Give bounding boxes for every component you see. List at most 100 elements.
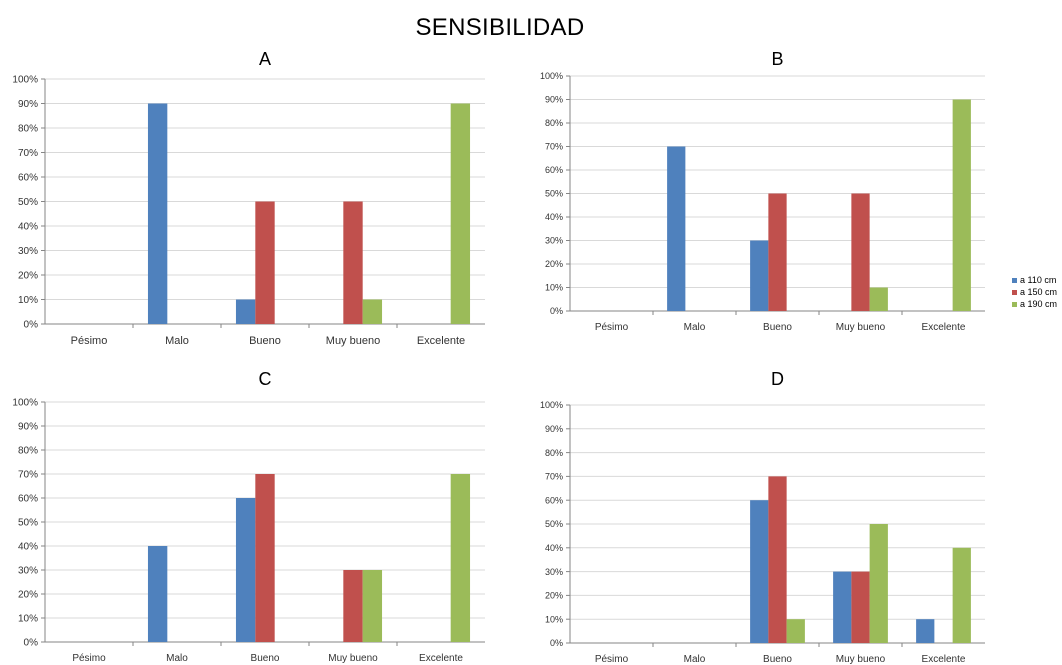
bar-a-150-cm-muy-bueno xyxy=(851,193,870,311)
x-tick-label: Excelente xyxy=(922,654,966,665)
bar-a-110-cm-malo xyxy=(147,103,168,324)
bar-a-190-cm-excelente xyxy=(450,103,471,324)
legend-item-a190: a 190 cm xyxy=(1012,299,1057,310)
x-tick-label: Muy bueno xyxy=(326,335,380,347)
y-tick-label: 50% xyxy=(545,189,563,199)
y-tick-label: 0% xyxy=(24,320,39,331)
y-tick-label: 80% xyxy=(18,124,38,135)
y-tick-label: 40% xyxy=(545,543,563,553)
y-tick-label: 80% xyxy=(545,118,563,128)
y-tick-label: 20% xyxy=(18,590,38,601)
y-tick-label: 90% xyxy=(18,99,38,110)
y-tick-label: 0% xyxy=(550,638,563,648)
y-tick-label: 70% xyxy=(18,148,38,159)
x-tick-label: Muy bueno xyxy=(836,322,886,333)
y-tick-label: 40% xyxy=(18,542,38,553)
bar-a-110-cm-bueno xyxy=(235,498,256,642)
y-tick-label: 90% xyxy=(545,95,563,105)
bar-a-150-cm-bueno xyxy=(768,193,787,311)
bar-a-150-cm-muy-bueno xyxy=(343,201,363,324)
y-tick-label: 30% xyxy=(545,236,563,246)
y-tick-label: 50% xyxy=(18,518,38,529)
bar-a-190-cm-excelente xyxy=(450,474,471,642)
legend-swatch-a190 xyxy=(1012,302,1017,307)
legend: a 110 cm a 150 cm a 190 cm xyxy=(1012,275,1057,311)
bar-a-190-cm-muy-bueno xyxy=(869,524,888,643)
legend-item-a110: a 110 cm xyxy=(1012,275,1057,286)
y-tick-label: 50% xyxy=(18,197,38,208)
bar-a-190-cm-muy-bueno xyxy=(362,299,383,324)
bar-a-150-cm-bueno xyxy=(768,476,787,643)
y-tick-label: 30% xyxy=(545,567,563,577)
y-tick-label: 40% xyxy=(545,212,563,222)
y-tick-label: 90% xyxy=(545,424,563,434)
bar-a-190-cm-excelente xyxy=(952,99,971,311)
y-tick-label: 100% xyxy=(540,71,563,81)
bar-a-110-cm-bueno xyxy=(750,500,769,643)
x-tick-label: Pésimo xyxy=(595,654,629,665)
bar-a-150-cm-bueno xyxy=(255,201,275,324)
x-tick-label: Pésimo xyxy=(72,653,106,664)
y-tick-label: 10% xyxy=(545,283,563,293)
chart-title: A xyxy=(259,49,271,69)
chart-title: B xyxy=(771,49,783,69)
x-tick-label: Excelente xyxy=(419,653,463,664)
x-tick-label: Malo xyxy=(684,654,706,665)
x-tick-label: Malo xyxy=(165,335,189,347)
bar-a-110-cm-excelente xyxy=(916,619,935,643)
x-tick-label: Muy bueno xyxy=(328,653,378,664)
chart-b: B 0% 10% 20% 30% 40% 50% 60% 70% 80% 90% 100% Pésimo… xyxy=(540,49,985,333)
y-tick-label: 60% xyxy=(18,173,38,184)
legend-swatch-a150 xyxy=(1012,290,1017,295)
y-tick-label: 20% xyxy=(18,271,38,282)
legend-label-a150: a 150 cm xyxy=(1020,287,1058,297)
x-tick-label: Excelente xyxy=(922,322,966,333)
chart-title: C xyxy=(259,369,272,389)
x-tick-label: Malo xyxy=(166,653,188,664)
x-tick-label: Pésimo xyxy=(595,322,629,333)
y-tick-label: 70% xyxy=(545,472,563,482)
y-tick-label: 70% xyxy=(18,470,38,481)
bar-a-110-cm-malo xyxy=(667,146,686,311)
chart-c: C 0% 10% 20% 30% 40% 50% 60% 70% 80% 90% 100% Pésimo… xyxy=(12,369,485,664)
y-tick-label: 60% xyxy=(545,495,563,505)
x-tick-label: Bueno xyxy=(251,653,280,664)
bar-a-110-cm-malo xyxy=(147,546,168,642)
chart-d: D 0% 10% 20% 30% 40% 50% 60% 70% 80% 90% 100% Pésimo… xyxy=(540,369,985,665)
y-tick-label: 100% xyxy=(12,75,38,86)
legend-label-a110: a 110 cm xyxy=(1020,275,1057,285)
y-tick-label: 50% xyxy=(545,519,563,529)
chart-title: D xyxy=(771,369,784,389)
bar-a-190-cm-muy-bueno xyxy=(362,570,383,642)
figure-title: SENSIBILIDAD xyxy=(415,14,585,41)
bar-a-150-cm-bueno xyxy=(255,474,275,642)
x-tick-label: Bueno xyxy=(763,322,792,333)
y-tick-label: 100% xyxy=(540,400,563,410)
legend-label-a190: a 190 cm xyxy=(1020,299,1058,309)
bar-a-110-cm-bueno xyxy=(235,299,256,324)
bar-a-190-cm-muy-bueno xyxy=(869,287,888,311)
legend-swatch-a110 xyxy=(1012,278,1017,283)
y-tick-label: 30% xyxy=(18,566,38,577)
y-tick-label: 0% xyxy=(550,306,563,316)
bar-a-190-cm-excelente xyxy=(952,547,971,643)
legend-item-a150: a 150 cm xyxy=(1012,287,1057,298)
chart-a: A 0% 10% 20% 30% 40% 50% 60% 70% 80% 90% 100% Pésimo… xyxy=(12,49,485,347)
y-tick-label: 20% xyxy=(545,259,563,269)
bar-a-110-cm-muy-bueno xyxy=(833,571,852,643)
y-tick-label: 30% xyxy=(18,246,38,257)
x-tick-label: Muy bueno xyxy=(836,654,886,665)
x-tick-label: Malo xyxy=(684,322,706,333)
y-tick-label: 0% xyxy=(24,638,39,649)
x-tick-label: Excelente xyxy=(417,335,465,347)
bar-a-150-cm-muy-bueno xyxy=(851,571,870,643)
y-tick-label: 100% xyxy=(12,398,38,409)
y-tick-label: 10% xyxy=(545,614,563,624)
y-tick-label: 90% xyxy=(18,422,38,433)
y-tick-label: 80% xyxy=(545,448,563,458)
y-tick-label: 40% xyxy=(18,222,38,233)
y-tick-label: 10% xyxy=(18,295,38,306)
y-tick-label: 10% xyxy=(18,614,38,625)
bar-a-110-cm-bueno xyxy=(750,240,769,311)
y-tick-label: 60% xyxy=(18,494,38,505)
